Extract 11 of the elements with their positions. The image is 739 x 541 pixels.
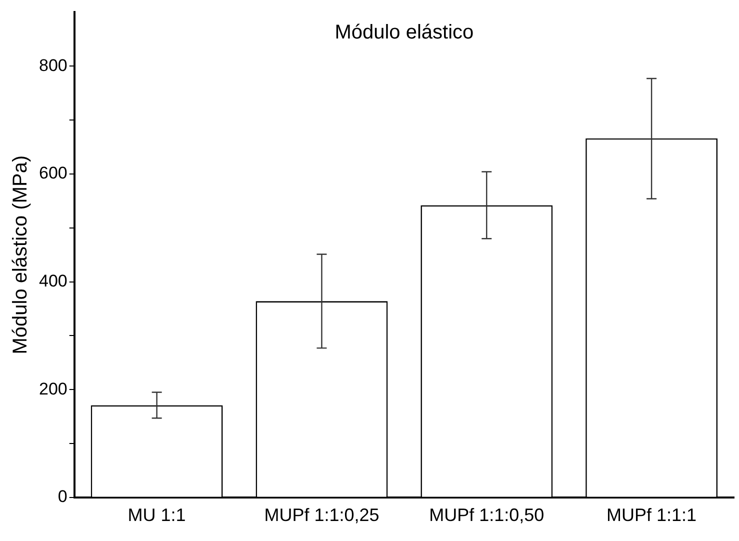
x-tick-label: MUPf 1:1:0,50 — [429, 505, 544, 526]
y-tick-label: 400 — [38, 271, 68, 290]
y-tick-label: 0 — [58, 487, 68, 506]
y-axis-title: Módulo elástico (MPa) — [10, 155, 32, 354]
text: Módulo elástico — [334, 22, 474, 44]
x-tick-label: MU 1:1 — [128, 505, 186, 526]
x-tick-label: MUPf 1:1:0,25 — [264, 505, 380, 526]
y-tick-label: 200 — [38, 379, 68, 398]
y-tick-label: 600 — [38, 164, 68, 183]
y-tick-label: 800 — [38, 56, 68, 75]
x-tick-label: MUPf 1:1:1 — [606, 505, 697, 526]
